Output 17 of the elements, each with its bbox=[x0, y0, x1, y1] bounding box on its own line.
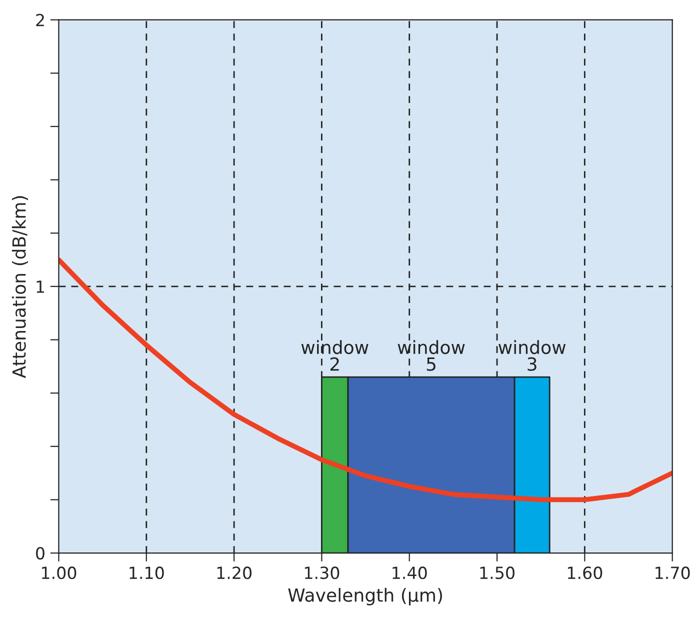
band-label: window 5 bbox=[398, 340, 465, 371]
x-tick-label: 1.70 bbox=[656, 566, 690, 580]
y-axis-title: Attenuation (dB/km) bbox=[12, 196, 28, 378]
x-tick-label: 1.30 bbox=[304, 566, 340, 580]
x-tick-label: 1.10 bbox=[130, 566, 164, 580]
line-series bbox=[58, 257, 672, 502]
y-tick-label: 2 bbox=[36, 14, 44, 26]
x-tick-label: 1.40 bbox=[392, 566, 427, 580]
x-tick-label: 1.20 bbox=[217, 566, 252, 580]
band-label: window 3 bbox=[498, 340, 566, 371]
x-tick-label: 1.60 bbox=[568, 566, 602, 580]
x-axis-title: Wavelength (μm) bbox=[288, 588, 442, 606]
y-tick-label: 1 bbox=[36, 280, 44, 293]
x-tick-label: 1.00 bbox=[42, 566, 76, 580]
band-label: window 2 bbox=[301, 340, 368, 371]
y-tick-label: 0 bbox=[36, 547, 44, 560]
x-tick-label: 1.50 bbox=[480, 566, 514, 580]
